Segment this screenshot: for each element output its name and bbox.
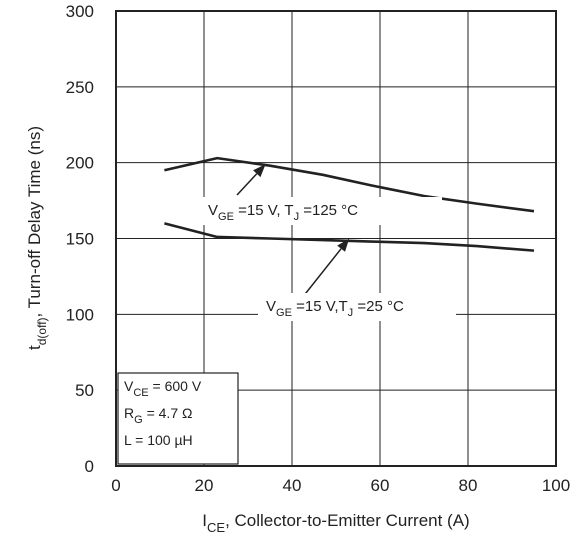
- label-bg-125c: [200, 197, 442, 225]
- y-axis-title: td(off), Turn-off Delay Time (ns): [25, 126, 49, 350]
- x-axis-title: ICE, Collector-to-Emitter Current (A): [202, 511, 469, 535]
- series-label-125c: VGE =15 V, TJ =125 °C: [200, 164, 442, 225]
- condition-l: L = 100 µH: [124, 432, 193, 448]
- condition-vce: VCE = 600 V: [124, 378, 202, 399]
- y-tick-label: 200: [66, 154, 94, 173]
- tick-labels: 0 20 40 60 80 100 0 50 100 150 200 250 300: [66, 2, 571, 495]
- y-tick-label: 300: [66, 2, 94, 21]
- leader-line-125c: [236, 173, 258, 196]
- x-tick-label: 20: [195, 476, 214, 495]
- series-label-text-125c: VGE =15 V, TJ =125 °C: [208, 202, 358, 223]
- series-line-125c: [164, 156, 535, 213]
- x-tick-label: 100: [542, 476, 570, 495]
- conditions-box-frame: [117, 372, 239, 465]
- x-tick-label: 0: [111, 476, 120, 495]
- series-label-25c: VGE =15 V,TJ =25 °C: [258, 238, 456, 321]
- series-line-25c: [164, 222, 535, 252]
- conditions-box: VCE = 600 V RG = 4.7 Ω L = 100 µH: [117, 372, 239, 465]
- x-tick-label: 40: [283, 476, 302, 495]
- y-tick-label: 50: [75, 381, 94, 400]
- y-tick-label: 250: [66, 78, 94, 97]
- label-bg-25c: [258, 293, 456, 321]
- plot-frame: [115, 10, 557, 467]
- y-tick-label: 0: [85, 457, 94, 476]
- condition-rg: RG = 4.7 Ω: [124, 405, 192, 426]
- x-tick-label: 80: [459, 476, 478, 495]
- arrowhead-125c: [253, 164, 266, 178]
- y-tick-label: 150: [66, 230, 94, 249]
- y-tick-label: 100: [66, 305, 94, 324]
- x-tick-label: 60: [371, 476, 390, 495]
- series-label-text-25c: VGE =15 V,TJ =25 °C: [266, 298, 404, 319]
- arrowhead-25c: [337, 238, 350, 252]
- leader-line-25c: [301, 248, 342, 299]
